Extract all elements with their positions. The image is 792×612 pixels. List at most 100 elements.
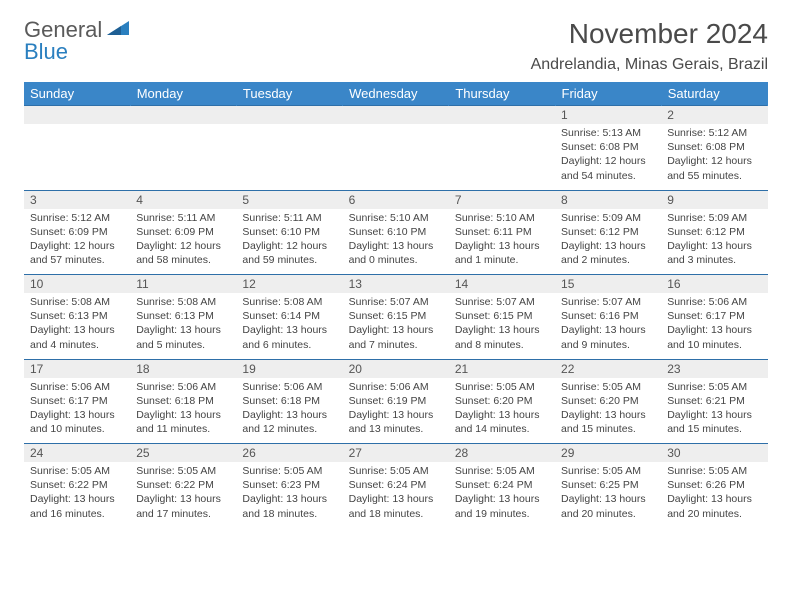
title-block: November 2024 Andrelandia, Minas Gerais,… [531,18,768,74]
daylight-text: Daylight: 12 hours and 57 minutes. [30,239,124,267]
sunrise-text: Sunrise: 5:05 AM [667,464,761,478]
sunset-text: Sunset: 6:17 PM [667,309,761,323]
day-content-cell: Sunrise: 5:05 AMSunset: 6:20 PMDaylight:… [555,378,661,444]
day-number-cell: 25 [130,444,236,463]
sunset-text: Sunset: 6:16 PM [561,309,655,323]
day-content-cell: Sunrise: 5:08 AMSunset: 6:13 PMDaylight:… [24,293,130,359]
daylight-text: Daylight: 13 hours and 2 minutes. [561,239,655,267]
day-number-cell: 15 [555,275,661,294]
daylight-text: Daylight: 13 hours and 18 minutes. [242,492,336,520]
day-content-cell: Sunrise: 5:07 AMSunset: 6:15 PMDaylight:… [343,293,449,359]
day-number-cell: 4 [130,190,236,209]
day-content-cell: Sunrise: 5:06 AMSunset: 6:18 PMDaylight:… [236,378,342,444]
day-number-cell: 28 [449,444,555,463]
day-content-cell: Sunrise: 5:11 AMSunset: 6:10 PMDaylight:… [236,209,342,275]
sunrise-text: Sunrise: 5:09 AM [667,211,761,225]
daylight-text: Daylight: 13 hours and 20 minutes. [667,492,761,520]
day-number-cell: 7 [449,190,555,209]
day-content-cell [130,124,236,190]
sunset-text: Sunset: 6:24 PM [349,478,443,492]
daylight-text: Daylight: 13 hours and 11 minutes. [136,408,230,436]
sunrise-text: Sunrise: 5:10 AM [349,211,443,225]
day-number-cell: 13 [343,275,449,294]
daynum-row: 17181920212223 [24,359,768,378]
sunrise-text: Sunrise: 5:05 AM [667,380,761,394]
sunset-text: Sunset: 6:10 PM [242,225,336,239]
sunset-text: Sunset: 6:15 PM [349,309,443,323]
sunrise-text: Sunrise: 5:05 AM [136,464,230,478]
day-number-cell: 16 [661,275,767,294]
day-content-cell: Sunrise: 5:06 AMSunset: 6:17 PMDaylight:… [24,378,130,444]
sunrise-text: Sunrise: 5:13 AM [561,126,655,140]
sunset-text: Sunset: 6:12 PM [561,225,655,239]
sunrise-text: Sunrise: 5:11 AM [136,211,230,225]
content-row: Sunrise: 5:12 AMSunset: 6:09 PMDaylight:… [24,209,768,275]
sunset-text: Sunset: 6:13 PM [136,309,230,323]
sunrise-text: Sunrise: 5:08 AM [30,295,124,309]
sunset-text: Sunset: 6:08 PM [561,140,655,154]
daylight-text: Daylight: 13 hours and 15 minutes. [561,408,655,436]
day-content-cell: Sunrise: 5:10 AMSunset: 6:10 PMDaylight:… [343,209,449,275]
daynum-row: 3456789 [24,190,768,209]
day-content-cell: Sunrise: 5:12 AMSunset: 6:08 PMDaylight:… [661,124,767,190]
daylight-text: Daylight: 13 hours and 20 minutes. [561,492,655,520]
logo-text: General Blue [24,20,129,64]
sunrise-text: Sunrise: 5:11 AM [242,211,336,225]
day-number-cell: 21 [449,359,555,378]
content-row: Sunrise: 5:05 AMSunset: 6:22 PMDaylight:… [24,462,768,528]
day-number-cell: 2 [661,106,767,125]
daylight-text: Daylight: 13 hours and 13 minutes. [349,408,443,436]
daylight-text: Daylight: 13 hours and 17 minutes. [136,492,230,520]
daylight-text: Daylight: 13 hours and 10 minutes. [30,408,124,436]
daylight-text: Daylight: 13 hours and 1 minute. [455,239,549,267]
day-content-cell: Sunrise: 5:06 AMSunset: 6:19 PMDaylight:… [343,378,449,444]
sunset-text: Sunset: 6:22 PM [136,478,230,492]
day-header: Thursday [449,82,555,106]
daylight-text: Daylight: 12 hours and 59 minutes. [242,239,336,267]
day-number-cell: 23 [661,359,767,378]
day-content-cell: Sunrise: 5:07 AMSunset: 6:15 PMDaylight:… [449,293,555,359]
sunset-text: Sunset: 6:26 PM [667,478,761,492]
sunrise-text: Sunrise: 5:12 AM [30,211,124,225]
sunrise-text: Sunrise: 5:06 AM [667,295,761,309]
sunset-text: Sunset: 6:22 PM [30,478,124,492]
day-content-cell: Sunrise: 5:05 AMSunset: 6:22 PMDaylight:… [130,462,236,528]
header: General Blue November 2024 Andrelandia, … [24,18,768,74]
day-header-row: Sunday Monday Tuesday Wednesday Thursday… [24,82,768,106]
day-number-cell: 27 [343,444,449,463]
day-number-cell: 24 [24,444,130,463]
day-header: Sunday [24,82,130,106]
daylight-text: Daylight: 12 hours and 54 minutes. [561,154,655,182]
sunset-text: Sunset: 6:13 PM [30,309,124,323]
daylight-text: Daylight: 13 hours and 18 minutes. [349,492,443,520]
sunrise-text: Sunrise: 5:07 AM [349,295,443,309]
sunset-text: Sunset: 6:11 PM [455,225,549,239]
day-number-cell [24,106,130,125]
day-number-cell: 14 [449,275,555,294]
daynum-row: 24252627282930 [24,444,768,463]
sunset-text: Sunset: 6:14 PM [242,309,336,323]
sunrise-text: Sunrise: 5:07 AM [455,295,549,309]
sunset-text: Sunset: 6:24 PM [455,478,549,492]
sunset-text: Sunset: 6:20 PM [455,394,549,408]
day-number-cell: 6 [343,190,449,209]
daylight-text: Daylight: 13 hours and 15 minutes. [667,408,761,436]
sunrise-text: Sunrise: 5:05 AM [561,464,655,478]
day-content-cell: Sunrise: 5:08 AMSunset: 6:14 PMDaylight:… [236,293,342,359]
daynum-row: 12 [24,106,768,125]
day-content-cell: Sunrise: 5:08 AMSunset: 6:13 PMDaylight:… [130,293,236,359]
day-content-cell: Sunrise: 5:06 AMSunset: 6:18 PMDaylight:… [130,378,236,444]
sunrise-text: Sunrise: 5:06 AM [242,380,336,394]
logo-line2: Blue [24,39,68,64]
day-number-cell: 17 [24,359,130,378]
day-content-cell [24,124,130,190]
content-row: Sunrise: 5:08 AMSunset: 6:13 PMDaylight:… [24,293,768,359]
sunset-text: Sunset: 6:18 PM [136,394,230,408]
day-content-cell: Sunrise: 5:11 AMSunset: 6:09 PMDaylight:… [130,209,236,275]
sunrise-text: Sunrise: 5:05 AM [455,380,549,394]
sunrise-text: Sunrise: 5:10 AM [455,211,549,225]
day-content-cell [343,124,449,190]
day-number-cell [343,106,449,125]
day-content-cell: Sunrise: 5:05 AMSunset: 6:24 PMDaylight:… [343,462,449,528]
daylight-text: Daylight: 13 hours and 14 minutes. [455,408,549,436]
